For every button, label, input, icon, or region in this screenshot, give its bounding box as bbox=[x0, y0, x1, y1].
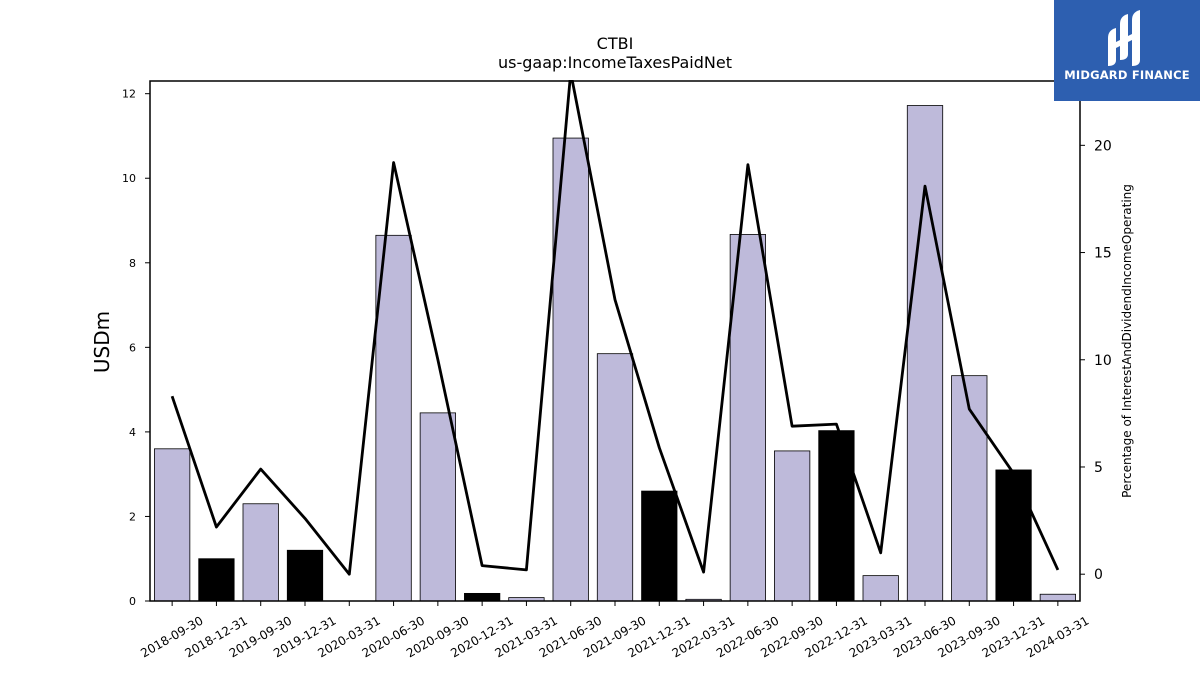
bar bbox=[154, 448, 191, 602]
bar bbox=[198, 558, 235, 602]
bar bbox=[641, 490, 678, 602]
y-axis-right-label: Percentage of InterestAndDividendIncomeO… bbox=[1120, 184, 1134, 498]
bar bbox=[862, 575, 899, 602]
bar bbox=[774, 450, 811, 602]
line-series bbox=[170, 80, 1060, 576]
bar bbox=[375, 234, 412, 602]
y-right-tick-label: 20 bbox=[1094, 138, 1112, 154]
y-tick-label: 10 bbox=[122, 172, 136, 185]
y-tick-label: 0 bbox=[129, 595, 136, 608]
y-right-tick-label: 0 bbox=[1094, 567, 1103, 583]
bar-series bbox=[154, 105, 1076, 602]
y-tick-label: 12 bbox=[122, 88, 136, 101]
chart-title: CTBI bbox=[597, 34, 634, 53]
y-right-tick-label: 5 bbox=[1094, 460, 1103, 476]
chart-subtitle: us-gaap:IncomeTaxesPaidNet bbox=[498, 53, 732, 72]
y-tick-label: 4 bbox=[129, 426, 136, 439]
bar bbox=[906, 105, 944, 602]
bar bbox=[286, 549, 324, 602]
bar bbox=[419, 412, 456, 602]
brand-name: MIDGARD FINANCE bbox=[1064, 68, 1190, 82]
y-right-tick-label: 10 bbox=[1094, 353, 1112, 369]
y-right-tick-label: 15 bbox=[1094, 246, 1112, 262]
bar bbox=[729, 234, 766, 602]
y-axis-label: USDm bbox=[90, 311, 114, 373]
logo-mark-icon bbox=[1108, 10, 1140, 66]
line-path bbox=[170, 80, 1060, 576]
bar bbox=[596, 353, 634, 602]
y-tick-label: 6 bbox=[129, 341, 136, 354]
bar bbox=[464, 592, 501, 602]
bar bbox=[242, 503, 279, 602]
y-tick-label: 8 bbox=[129, 257, 136, 270]
bar bbox=[951, 375, 988, 602]
bar bbox=[995, 469, 1032, 602]
y-tick-label: 2 bbox=[129, 510, 136, 523]
bar bbox=[1039, 593, 1076, 602]
brand-logo: MIDGARD FINANCE bbox=[1054, 0, 1200, 101]
